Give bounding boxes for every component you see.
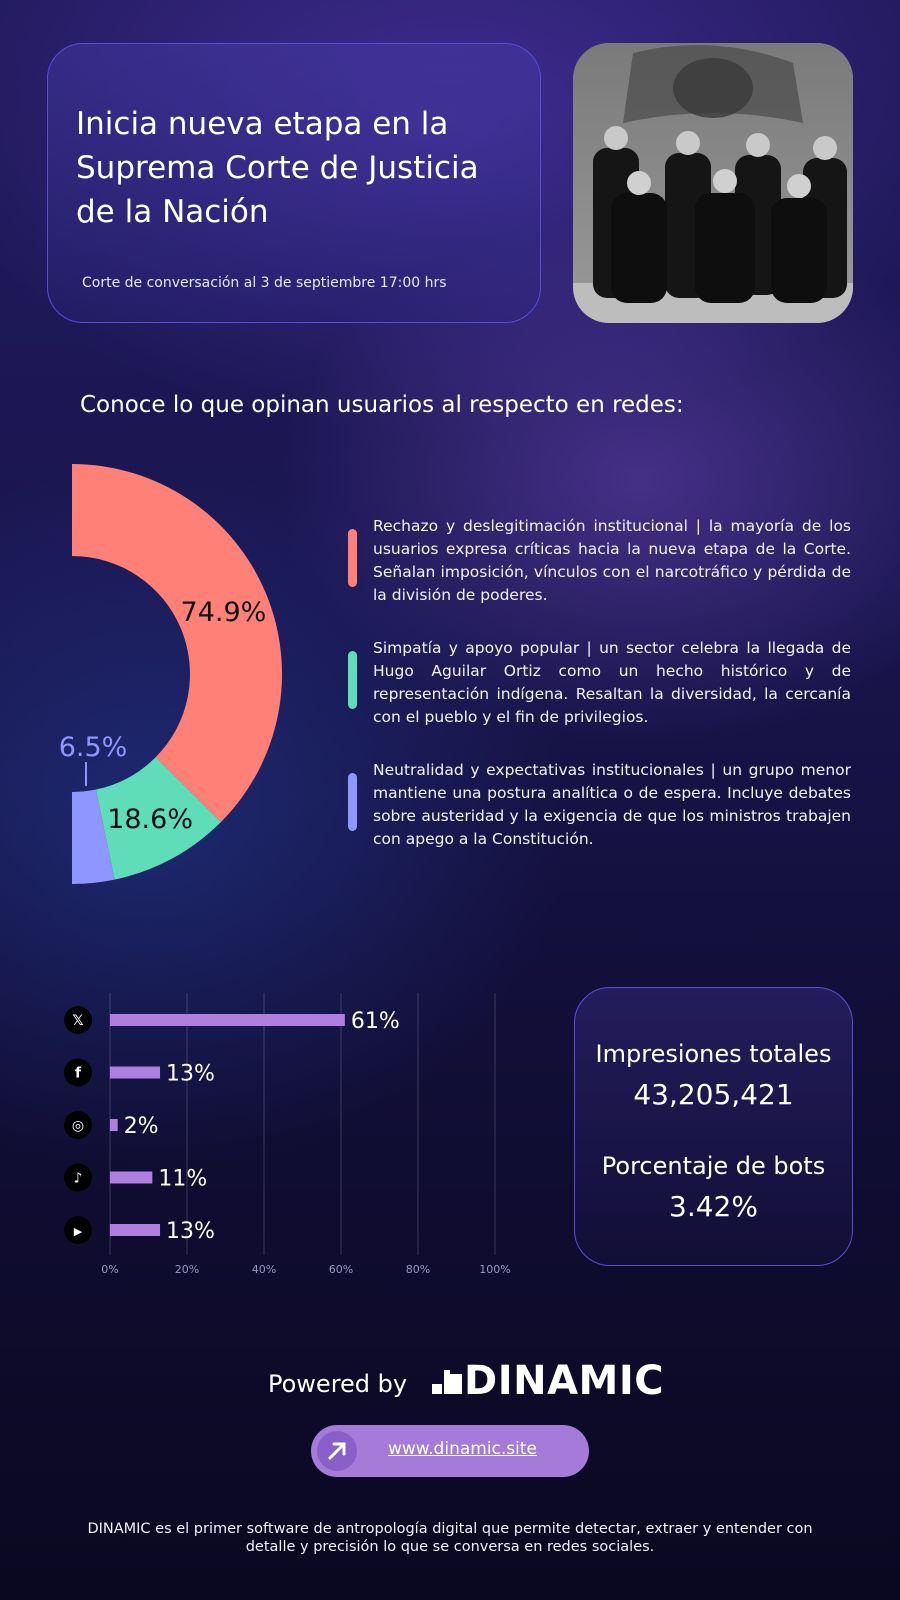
label-rejection: 74.9%	[181, 597, 267, 628]
footer-description: DINAMIC es el primer software de antropo…	[87, 1521, 813, 1555]
legend-item-support: Simpatía y apoyo popular | un sector cel…	[348, 637, 851, 732]
facebook-icon	[64, 1058, 92, 1087]
impressions-label: Impresiones totales	[595, 1040, 832, 1068]
tiktok-icon-glyph: ♪	[74, 1171, 83, 1187]
sentiment-donut-chart: 74.9% 18.6% 6.5%	[40, 460, 340, 910]
impressions-value: 43,205,421	[633, 1078, 794, 1111]
label-neutral: 6.5%	[59, 732, 128, 763]
bar-x	[110, 1014, 345, 1026]
x-icon-glyph: 𝕏	[72, 1013, 83, 1029]
bar-value-label: 61%	[351, 1009, 400, 1034]
legend-text: Simpatía y apoyo popular | un sector cel…	[373, 639, 851, 726]
bar-value-label: 2%	[124, 1114, 159, 1139]
dinamic-logo: DINAMIC	[432, 1358, 672, 1404]
facebook-icon-glyph: f	[75, 1066, 82, 1082]
bar-facebook	[110, 1066, 161, 1079]
bar-instagram	[110, 1119, 118, 1131]
bar-value-label: 13%	[166, 1062, 215, 1087]
instagram-icon	[64, 1111, 92, 1139]
website-link[interactable]: www.dinamic.site	[388, 1439, 537, 1459]
website-link-button[interactable]: www.dinamic.site	[311, 1425, 589, 1477]
legend-item-neutral: Neutralidad y expectativas institucional…	[348, 759, 851, 854]
legend-text: Rechazo y deslegitimación institucional …	[373, 517, 851, 604]
legend-color-bar	[348, 773, 357, 831]
bar-tiktok	[110, 1171, 153, 1184]
title-card: Inicia nueva etapa en la Suprema Corte d…	[47, 43, 541, 323]
bots-value: 3.42%	[669, 1190, 758, 1223]
slice-support	[95, 757, 221, 880]
instagram-icon-glyph: ◎	[72, 1118, 84, 1134]
legend-color-bar	[348, 529, 357, 587]
bar-value-label: 13%	[166, 1219, 215, 1244]
legend-item-rejection: Rechazo y deslegitimación institucional …	[348, 515, 851, 610]
x-tick-label: 0%	[101, 1263, 118, 1276]
legend-text: Neutralidad y expectativas institucional…	[373, 761, 851, 848]
court-group-photo	[573, 43, 853, 323]
tiktok-icon	[64, 1163, 92, 1192]
bar-value-label: 11%	[158, 1167, 207, 1192]
slice-neutral	[72, 789, 115, 884]
x-tick-label: 20%	[175, 1263, 199, 1276]
x-icon	[64, 1006, 92, 1034]
youtube-icon-glyph: ▶	[74, 1225, 83, 1238]
bar-youtube	[110, 1224, 161, 1236]
logo-mark-icon	[432, 1370, 462, 1394]
arrow-up-right-icon	[317, 1431, 357, 1471]
bots-label: Porcentaje de bots	[601, 1152, 826, 1180]
section-subtitle: Conoce lo que opinan usuarios al respect…	[80, 392, 684, 418]
youtube-icon	[64, 1216, 92, 1244]
legend-color-bar	[348, 651, 357, 709]
x-tick-label: 100%	[479, 1263, 510, 1276]
x-tick-label: 80%	[406, 1263, 430, 1276]
cut-note: Corte de conversación al 3 de septiembre…	[82, 275, 447, 291]
powered-by-label: Powered by	[268, 1370, 408, 1398]
label-support: 18.6%	[107, 804, 193, 835]
platform-bar-chart: 0% 20% 40% 60% 80% 100% 𝕏 61% f 13% ◎ 2% ♪ 11% ▶ 13%	[55, 990, 535, 1280]
slice-rejection	[72, 464, 283, 823]
x-tick-label: 60%	[329, 1263, 353, 1276]
page-title: Inicia nueva etapa en la Suprema Corte d…	[76, 106, 479, 230]
x-tick-label: 40%	[252, 1263, 276, 1276]
brand-name: DINAMIC	[464, 1358, 665, 1404]
stats-card: Impresiones totales 43,205,421 Porcentaj…	[574, 987, 853, 1266]
